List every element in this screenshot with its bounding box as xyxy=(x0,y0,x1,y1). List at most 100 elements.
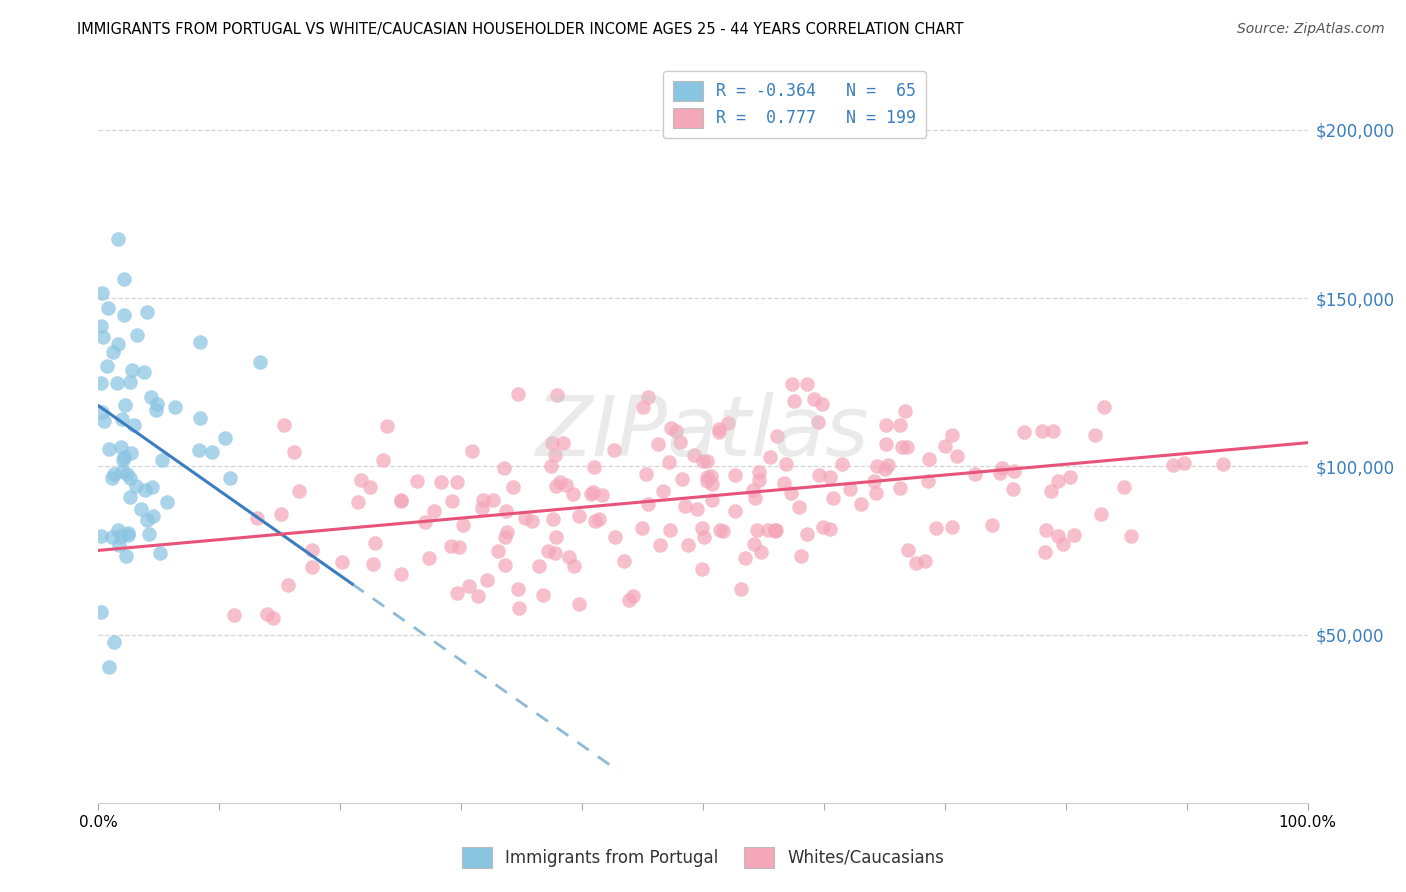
Point xyxy=(678,538,700,552)
Point xyxy=(553,435,575,450)
Point xyxy=(134,483,156,498)
Point xyxy=(889,418,911,433)
Point xyxy=(544,546,567,560)
Point xyxy=(262,610,284,624)
Point xyxy=(690,562,713,576)
Point xyxy=(665,424,688,438)
Point xyxy=(107,232,129,246)
Point xyxy=(763,524,786,538)
Point xyxy=(461,444,484,458)
Point xyxy=(865,486,887,500)
Point xyxy=(790,549,813,563)
Point xyxy=(270,508,292,522)
Point xyxy=(256,607,278,621)
Point xyxy=(891,440,914,454)
Point xyxy=(821,491,844,505)
Point xyxy=(582,484,605,499)
Point xyxy=(763,523,786,537)
Point xyxy=(889,481,911,495)
Point xyxy=(686,502,709,516)
Point xyxy=(583,514,606,528)
Point xyxy=(475,573,498,587)
Point xyxy=(90,376,112,391)
Point xyxy=(1059,470,1081,484)
Point xyxy=(562,559,585,574)
Point xyxy=(529,559,551,574)
Point xyxy=(494,558,516,573)
Point xyxy=(807,468,830,483)
Point xyxy=(765,523,787,537)
Point xyxy=(696,474,718,488)
Point xyxy=(132,365,155,379)
Point xyxy=(540,436,562,450)
Point xyxy=(114,398,136,412)
Point xyxy=(1031,424,1053,438)
Point xyxy=(544,448,567,462)
Point xyxy=(591,488,613,502)
Point xyxy=(389,493,412,508)
Point xyxy=(918,452,941,467)
Point xyxy=(361,558,384,572)
Point xyxy=(135,513,157,527)
Point xyxy=(647,437,669,451)
Point xyxy=(249,354,271,368)
Point xyxy=(756,524,779,538)
Point xyxy=(588,512,610,526)
Point xyxy=(165,400,187,414)
Point xyxy=(748,473,770,487)
Text: ZIPatlas: ZIPatlas xyxy=(536,392,870,473)
Point xyxy=(359,480,381,494)
Legend: Immigrants from Portugal, Whites/Caucasians: Immigrants from Portugal, Whites/Caucasi… xyxy=(454,838,952,876)
Point xyxy=(246,511,269,525)
Point xyxy=(873,461,896,475)
Point xyxy=(917,474,939,488)
Point xyxy=(110,529,132,543)
Point xyxy=(796,376,818,391)
Point xyxy=(579,487,602,501)
Point xyxy=(90,285,112,300)
Point xyxy=(467,589,489,603)
Point xyxy=(657,455,679,469)
Point xyxy=(349,473,371,487)
Point xyxy=(682,448,704,462)
Point xyxy=(138,526,160,541)
Point xyxy=(744,491,766,506)
Point xyxy=(423,504,446,518)
Text: Source: ZipAtlas.com: Source: ZipAtlas.com xyxy=(1237,22,1385,37)
Point xyxy=(568,598,591,612)
Point xyxy=(364,536,387,550)
Point xyxy=(97,301,120,315)
Point xyxy=(139,390,162,404)
Point xyxy=(636,467,658,482)
Point xyxy=(866,458,889,473)
Point xyxy=(749,544,772,558)
Point xyxy=(471,500,494,515)
Point xyxy=(496,525,519,540)
Point xyxy=(520,514,543,528)
Point xyxy=(118,471,141,485)
Point xyxy=(780,485,803,500)
Point xyxy=(748,465,770,479)
Point xyxy=(742,537,765,551)
Point xyxy=(897,542,920,557)
Point xyxy=(96,359,118,374)
Point xyxy=(863,474,886,488)
Point xyxy=(709,523,731,537)
Point xyxy=(831,457,853,471)
Point xyxy=(283,445,305,459)
Point xyxy=(120,446,142,460)
Point xyxy=(537,544,560,558)
Point xyxy=(152,453,174,467)
Point xyxy=(1002,464,1025,478)
Point xyxy=(893,403,915,417)
Point xyxy=(709,422,731,436)
Point xyxy=(389,492,412,507)
Point xyxy=(508,600,530,615)
Point xyxy=(90,405,112,419)
Point xyxy=(1012,425,1035,439)
Point xyxy=(652,483,675,498)
Text: IMMIGRANTS FROM PORTUGAL VS WHITE/CAUCASIAN HOUSEHOLDER INCOME AGES 25 - 44 YEAR: IMMIGRANTS FROM PORTUGAL VS WHITE/CAUCAS… xyxy=(77,22,965,37)
Point xyxy=(97,659,120,673)
Point xyxy=(1119,529,1142,543)
Point xyxy=(941,428,963,442)
